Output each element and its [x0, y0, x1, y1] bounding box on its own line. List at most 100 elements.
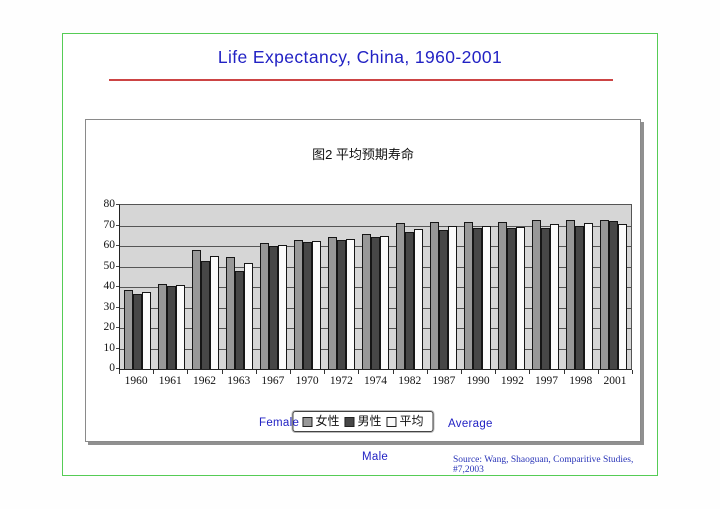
bar-female-1962: [191, 250, 201, 369]
x-axis-tick: [324, 370, 325, 374]
bar-average-1970: [311, 241, 321, 369]
x-axis-tick: [187, 370, 188, 374]
y-axis-tick: [116, 204, 119, 205]
bar-average-2001: [618, 224, 628, 369]
bar-average-1990: [482, 226, 492, 369]
y-axis-label-40: 40: [103, 280, 116, 292]
bar-female-1990: [464, 222, 474, 369]
x-axis-label-1970: 1970: [295, 375, 319, 387]
x-axis-tick: [564, 370, 565, 374]
bar-male-1982: [405, 232, 415, 369]
y-axis-tick: [116, 245, 119, 246]
bar-male-1987: [439, 230, 449, 369]
bar-female-1961: [157, 284, 167, 369]
bar-average-1997: [550, 224, 560, 369]
bar-male-1970: [302, 242, 312, 369]
x-axis-tick: [393, 370, 394, 374]
x-axis-label-1972: 1972: [329, 375, 353, 387]
y-axis-tick: [116, 327, 119, 328]
gridline-70: [120, 225, 631, 227]
bar-female-1997: [532, 220, 542, 369]
bar-male-1974: [370, 237, 380, 369]
bar-average-1960: [141, 292, 151, 369]
bar-female-1967: [259, 243, 269, 369]
bar-group-1998: [563, 205, 597, 369]
bar-group-1961: [154, 205, 188, 369]
x-axis-label-1998: 1998: [569, 375, 593, 387]
bar-average-1962: [209, 256, 219, 369]
slide-title: Life Expectancy, China, 1960-2001: [217, 47, 503, 67]
x-axis-tick: [358, 370, 359, 374]
bar-male-1960: [132, 294, 142, 369]
legend-marker-male: [344, 416, 355, 427]
bar-female-1982: [396, 223, 406, 369]
female-annotation: Female: [259, 417, 300, 429]
bar-group-1982: [393, 205, 427, 369]
bar-male-1967: [268, 246, 278, 369]
y-axis-tick: [116, 286, 119, 287]
bar-average-1982: [414, 229, 424, 369]
bar-female-1987: [430, 222, 440, 369]
slide-frame: Life Expectancy, China, 1960-2001 图2 平均预…: [62, 33, 658, 476]
chart-legend: 女性 男性 平均: [292, 411, 434, 432]
x-axis-tick: [222, 370, 223, 374]
x-axis-label-1997: 1997: [535, 375, 559, 387]
x-axis-tick: [153, 370, 154, 374]
x-axis-tick: [529, 370, 530, 374]
source-citation: Source: Wang, Shaoguan, Comparitive Stud…: [453, 455, 634, 475]
legend-label-average: 平均: [399, 414, 424, 428]
y-axis-label-30: 30: [103, 300, 116, 313]
chart-image: 图2 平均预期寿命 0 10 20 30 40 50 60 70 80 1960 1961 1962…: [85, 119, 641, 442]
x-axis-label-1963: 1963: [227, 375, 251, 387]
bar-female-1998: [566, 220, 576, 369]
average-annotation: Average: [448, 418, 493, 430]
bar-male-1972: [336, 240, 346, 369]
bar-group-2001: [597, 205, 631, 369]
bar-group-1970: [290, 205, 324, 369]
y-axis-tick: [116, 306, 119, 308]
bar-female-2001: [600, 220, 610, 369]
bar-group-1960: [120, 205, 154, 369]
bar-group-1990: [461, 205, 495, 369]
bar-average-1972: [345, 239, 355, 369]
legend-marker-average: [386, 416, 397, 427]
x-axis-label-1961: 1961: [158, 375, 182, 387]
title-underline: [109, 79, 613, 81]
x-axis-label-1974: 1974: [364, 375, 388, 387]
bar-average-1963: [243, 263, 253, 369]
x-axis-label-2001: 2001: [603, 375, 627, 387]
bar-male-1997: [541, 228, 551, 369]
bar-group-1997: [529, 205, 563, 369]
legend-item-average: 平均: [386, 414, 424, 428]
bar-average-1961: [175, 285, 185, 369]
x-axis-tick: [256, 370, 257, 374]
bar-group-1974: [358, 205, 392, 369]
bar-male-1961: [166, 286, 176, 369]
x-axis-label-1990: 1990: [466, 375, 490, 387]
legend-item-female: 女性: [302, 415, 339, 428]
bar-group-1962: [188, 205, 222, 369]
bar-series-container: [120, 205, 631, 369]
bar-female-1960: [123, 290, 133, 369]
bar-female-1992: [498, 222, 508, 369]
legend-item-male: 男性: [344, 414, 382, 428]
x-axis-tick: [495, 370, 496, 374]
x-axis-label-1962: 1962: [193, 375, 216, 387]
y-axis-label-60: 60: [103, 239, 116, 251]
legend-label-male: 男性: [357, 414, 382, 428]
y-axis-label-70: 70: [103, 218, 116, 231]
bar-average-1974: [379, 236, 389, 369]
x-axis-label-1992: 1992: [500, 375, 524, 387]
x-axis-label-1987: 1987: [432, 375, 456, 387]
bar-average-1987: [448, 226, 458, 369]
bar-male-1962: [200, 261, 210, 369]
x-axis-ticks: [119, 370, 633, 375]
x-axis-tick: [119, 370, 120, 374]
x-axis-tick: [290, 370, 291, 374]
bar-average-1998: [584, 223, 594, 369]
bar-male-2001: [609, 221, 619, 369]
x-axis-tick: [632, 370, 633, 374]
bar-group-1972: [324, 205, 358, 369]
x-axis-label-1960: 1960: [124, 375, 148, 387]
